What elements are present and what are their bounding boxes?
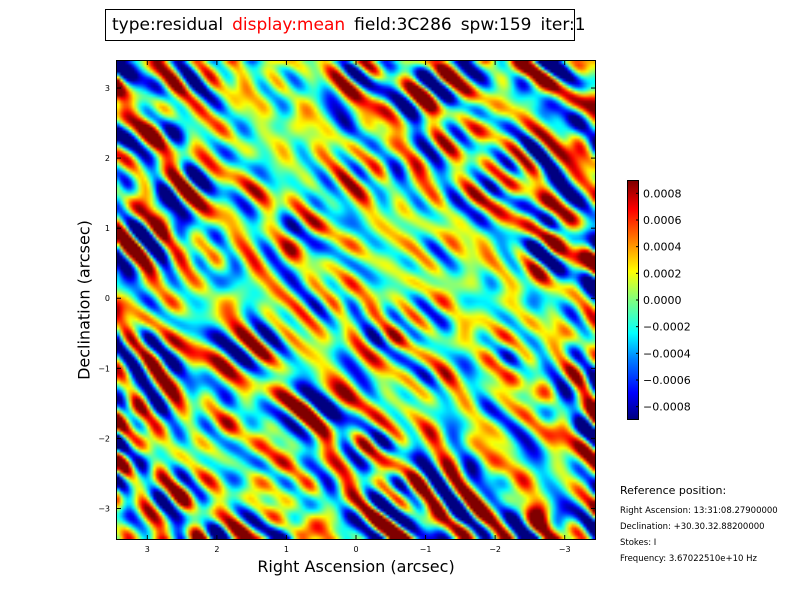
- y-tick-label: 1: [105, 224, 110, 233]
- reference-info: Reference position: Right Ascension: 13:…: [620, 484, 778, 567]
- colorbar-tick-label: 0.0006: [643, 214, 682, 227]
- colorbar-tick-label: 0.0000: [643, 294, 682, 307]
- x-tick-label: 0: [353, 545, 358, 554]
- y-tick-label: 0: [105, 294, 110, 303]
- y-tick-label: −1: [98, 364, 110, 373]
- residual-image-plot: [116, 60, 596, 540]
- x-tick-label: 2: [214, 545, 219, 554]
- title-iter: iter:1: [540, 15, 586, 35]
- colorbar: [627, 180, 639, 420]
- plot-title: type:residual display:mean field:3C286 s…: [105, 9, 586, 41]
- reference-title: Reference position:: [620, 484, 727, 497]
- x-axis-label: Right Ascension (arcsec): [257, 557, 455, 576]
- residual-heatmap: [117, 61, 595, 539]
- colorbar-tick-label: 0.0002: [643, 267, 682, 280]
- colorbar-tick-label: −0.0006: [643, 374, 691, 387]
- x-tick-label: −3: [559, 545, 571, 554]
- reference-stokes: Stokes: I: [620, 538, 657, 548]
- title-type: type:residual: [112, 15, 224, 35]
- x-tick-label: 1: [284, 545, 289, 554]
- colorbar-tick-label: −0.0004: [643, 347, 691, 360]
- reference-frequency: Frequency: 3.67022510e+10 Hz: [620, 554, 757, 564]
- y-tick-label: 3: [105, 84, 110, 93]
- colorbar-tick-label: 0.0004: [643, 241, 682, 254]
- title-spw: spw:159: [460, 15, 532, 35]
- title-field: field:3C286: [354, 15, 452, 35]
- x-tick-label: −1: [420, 545, 432, 554]
- colorbar-tick-label: −0.0002: [643, 321, 691, 334]
- reference-dec: Declination: +30.30.32.88200000: [620, 522, 765, 532]
- x-tick-label: −2: [489, 545, 501, 554]
- y-tick-label: −3: [98, 504, 110, 513]
- x-tick-label: 3: [145, 545, 150, 554]
- reference-ra: Right Ascension: 13:31:08.27900000: [620, 506, 778, 516]
- colorbar-tick-label: 0.0008: [643, 187, 682, 200]
- colorbar-tick-label: −0.0008: [643, 401, 691, 414]
- y-tick-label: 2: [105, 154, 110, 163]
- y-tick-label: −2: [98, 434, 110, 443]
- y-axis-label: Declination (arcsec): [74, 220, 94, 380]
- title-display: display:mean: [232, 15, 346, 35]
